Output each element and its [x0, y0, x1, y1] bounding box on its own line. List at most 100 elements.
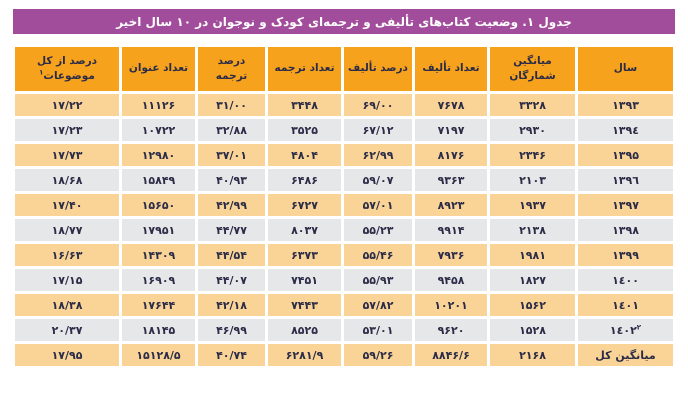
- cell-authored-pct: ۶۲/۹۹: [344, 144, 412, 166]
- cell-pct-of-total: ۱۷/۲۲: [15, 94, 119, 116]
- cell-titles-count: ۱۵۱۲۸/۵: [122, 344, 195, 366]
- cell-authored-count: ۹۳۶۳: [415, 169, 487, 191]
- cell-avg-circulation: ۲۱۶۸: [490, 344, 575, 366]
- cell-authored-pct: ۵۵/۲۳: [344, 219, 412, 241]
- col-header-titles-count: تعداد عنوان: [122, 47, 195, 91]
- col-header-avg-circulation: میانگین شمارگان: [490, 47, 575, 91]
- cell-titles-count: ۱۵۶۵۰: [122, 194, 195, 216]
- cell-authored-pct: ۵۷/۸۲: [344, 294, 412, 316]
- col-header-authored-pct: درصد تألیف: [344, 47, 412, 91]
- cell-titles-count: ۱۴۳۰۹: [122, 244, 195, 266]
- cell-titles-count: ۱۰۷۲۲: [122, 119, 195, 141]
- table-row-1400: ١٤٠٠ ۱۸۲۷ ۹۴۵۸ ۵۵/۹۳ ۷۴۵۱ ۴۴/۰۷ ۱۶۹۰۹ ۱۷…: [15, 269, 673, 291]
- cell-authored-count: ۸۸۴۶/۶: [415, 344, 487, 366]
- cell-authored-count: ۷۱۹۷: [415, 119, 487, 141]
- footnote-marker-2: ۲: [636, 322, 642, 331]
- cell-pct-of-total: ۱۷/۲۳: [15, 119, 119, 141]
- cell-translated-count: ۶۴۸۶: [268, 169, 341, 191]
- cell-authored-pct: ۵۹/۲۶: [344, 344, 412, 366]
- cell-year: ١٤٠١: [578, 294, 673, 316]
- cell-pct-of-total: ۱۷/۹۵: [15, 344, 119, 366]
- books-statistics-table: سال میانگین شمارگان تعداد تألیف درصد تأل…: [12, 44, 676, 369]
- table-row-1393: ١٣٩٣ ۳۳۲۸ ۷۶۷۸ ۶۹/۰۰ ۳۴۴۸ ۳۱/۰۰ ۱۱۱۲۶ ۱۷…: [15, 94, 673, 116]
- cell-translated-count: ۳۴۴۸: [268, 94, 341, 116]
- col-header-translated-count: تعداد ترجمه: [268, 47, 341, 91]
- cell-translated-count: ۸۰۳۷: [268, 219, 341, 241]
- table-row-1401: ١٤٠١ ۱۵۶۲ ۱۰۲۰۱ ۵۷/۸۲ ۷۴۴۳ ۴۲/۱۸ ۱۷۶۴۴ ۱…: [15, 294, 673, 316]
- cell-translated-pct: ۴۴/۵۴: [198, 244, 265, 266]
- table-row-1394: ١٣٩٤ ۲۹۳۰ ۷۱۹۷ ۶۷/۱۲ ۳۵۲۵ ۳۲/۸۸ ۱۰۷۲۲ ۱۷…: [15, 119, 673, 141]
- table-row-1397: ١٣٩٧ ۱۹۳۷ ۸۹۲۳ ۵۷/۰۱ ۶۷۲۷ ۴۲/۹۹ ۱۵۶۵۰ ۱۷…: [15, 194, 673, 216]
- cell-translated-pct: ۳۲/۸۸: [198, 119, 265, 141]
- cell-translated-count: ۷۴۴۳: [268, 294, 341, 316]
- table-row-1398: ١٣٩٨ ۲۱۳۸ ۹۹۱۴ ۵۵/۲۳ ۸۰۳۷ ۴۴/۷۷ ۱۷۹۵۱ ۱۸…: [15, 219, 673, 241]
- cell-translated-pct: ۴۴/۷۷: [198, 219, 265, 241]
- col-header-translated-pct: درصد ترجمه: [198, 47, 265, 91]
- cell-titles-count: ۱۲۹۸۰: [122, 144, 195, 166]
- cell-year: ١٣٩٧: [578, 194, 673, 216]
- cell-authored-pct: ۵۹/۰۷: [344, 169, 412, 191]
- cell-translated-pct: ۴۰/۷۴: [198, 344, 265, 366]
- cell-authored-pct: ۵۵/۴۶: [344, 244, 412, 266]
- cell-pct-of-total: ۲۰/۳۷: [15, 319, 119, 341]
- table-row-1396: ١٣٩٦ ۲۱۰۳ ۹۳۶۳ ۵۹/۰۷ ۶۴۸۶ ۴۰/۹۳ ۱۵۸۴۹ ۱۸…: [15, 169, 673, 191]
- cell-translated-count: ۴۸۰۴: [268, 144, 341, 166]
- cell-pct-of-total: ۱۷/۴۰: [15, 194, 119, 216]
- cell-translated-pct: ۳۷/۰۱: [198, 144, 265, 166]
- cell-year: ١٣٩٩: [578, 244, 673, 266]
- cell-translated-count: ۳۵۲۵: [268, 119, 341, 141]
- cell-year: ١٤٠٠: [578, 269, 673, 291]
- table-title: جدول ۱. وضعیت کتاب‌های تألیفی و ترجمه‌ای…: [116, 14, 572, 29]
- cell-authored-count: ۷۶۷۸: [415, 94, 487, 116]
- table-row-1395: ١٣٩۵ ۲۳۴۶ ۸۱۷۶ ۶۲/۹۹ ۴۸۰۴ ۳۷/۰۱ ۱۲۹۸۰ ۱۷…: [15, 144, 673, 166]
- cell-avg-circulation: ۲۹۳۰: [490, 119, 575, 141]
- cell-authored-pct: ۶۹/۰۰: [344, 94, 412, 116]
- cell-authored-count: ۱۰۲۰۱: [415, 294, 487, 316]
- cell-avg-circulation: ۱۵۲۸: [490, 319, 575, 341]
- cell-avg-circulation: ۱۹۸۱: [490, 244, 575, 266]
- cell-year: ١٣٩٦: [578, 169, 673, 191]
- cell-titles-count: ۱۱۱۲۶: [122, 94, 195, 116]
- table-title-banner: جدول ۱. وضعیت کتاب‌های تألیفی و ترجمه‌ای…: [13, 9, 675, 34]
- cell-pct-of-total: ۱۸/۶۸: [15, 169, 119, 191]
- cell-avg-circulation: ۲۱۳۸: [490, 219, 575, 241]
- cell-titles-count: ۱۷۶۴۴: [122, 294, 195, 316]
- cell-pct-of-total: ۱۸/۷۷: [15, 219, 119, 241]
- cell-authored-count: ۸۹۲۳: [415, 194, 487, 216]
- cell-titles-count: ۱۷۹۵۱: [122, 219, 195, 241]
- cell-titles-count: ۱۵۸۴۹: [122, 169, 195, 191]
- cell-year: ١٣٩٨: [578, 219, 673, 241]
- col-header-year: سال: [578, 47, 673, 91]
- cell-year: ١٣٩٣: [578, 94, 673, 116]
- cell-pct-of-total: ۱۷/۷۳: [15, 144, 119, 166]
- cell-authored-count: ۷۹۳۶: [415, 244, 487, 266]
- cell-year: ١٤٠٢۲: [578, 319, 673, 341]
- cell-year: ١٣٩۵: [578, 144, 673, 166]
- cell-translated-pct: ۴۰/۹۳: [198, 169, 265, 191]
- cell-translated-count: ۷۴۵۱: [268, 269, 341, 291]
- cell-avg-circulation: ۱۸۲۷: [490, 269, 575, 291]
- cell-avg-circulation: ۲۳۴۶: [490, 144, 575, 166]
- cell-translated-pct: ۴۴/۰۷: [198, 269, 265, 291]
- cell-translated-pct: ۴۲/۹۹: [198, 194, 265, 216]
- cell-titles-count: ۱۶۹۰۹: [122, 269, 195, 291]
- header-row: سال میانگین شمارگان تعداد تألیف درصد تأل…: [15, 47, 673, 91]
- cell-authored-count: ۹۶۲۰: [415, 319, 487, 341]
- col-header-pct-of-total: درصد از کل موضوعات۱: [15, 47, 119, 91]
- cell-pct-of-total: ۱۶/۶۳: [15, 244, 119, 266]
- cell-translated-pct: ۴۶/۹۹: [198, 319, 265, 341]
- cell-authored-pct: ۵۳/۰۱: [344, 319, 412, 341]
- cell-pct-of-total: ۱۷/۱۵: [15, 269, 119, 291]
- cell-translated-count: ۶۳۷۳: [268, 244, 341, 266]
- cell-authored-pct: ۵۵/۹۳: [344, 269, 412, 291]
- cell-avg-circulation: ۳۳۲۸: [490, 94, 575, 116]
- cell-titles-count: ۱۸۱۴۵: [122, 319, 195, 341]
- cell-authored-pct: ۵۷/۰۱: [344, 194, 412, 216]
- cell-year: ١٣٩٤: [578, 119, 673, 141]
- cell-authored-count: ۹۴۵۸: [415, 269, 487, 291]
- cell-authored-count: ۸۱۷۶: [415, 144, 487, 166]
- cell-translated-pct: ۳۱/۰۰: [198, 94, 265, 116]
- cell-avg-circulation: ۱۹۳۷: [490, 194, 575, 216]
- cell-pct-of-total: ۱۸/۳۸: [15, 294, 119, 316]
